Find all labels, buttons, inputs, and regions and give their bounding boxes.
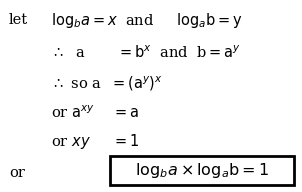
Text: $\therefore$  a       $= \mathrm{b}^{x}$  and  b$=\mathrm{a}^{y}$: $\therefore$ a $= \mathrm{b}^{x}$ and b$… bbox=[51, 45, 242, 61]
FancyBboxPatch shape bbox=[110, 156, 294, 185]
Text: $\therefore$ so a  $= (\mathrm{a}^{y})^{x}$: $\therefore$ so a $= (\mathrm{a}^{y})^{x… bbox=[51, 74, 163, 93]
Text: $\log_{b}\!a = x$  and     $\log_{a}\!\mathrm{b} = \mathrm{y}$: $\log_{b}\!a = x$ and $\log_{a}\!\mathrm… bbox=[51, 11, 243, 30]
Text: let: let bbox=[9, 13, 28, 27]
Text: or $\mathrm{a}^{xy}$    $= \mathrm{a}$: or $\mathrm{a}^{xy}$ $= \mathrm{a}$ bbox=[51, 104, 140, 121]
Text: $\log_{b}\!a \times \log_{a}\!\mathrm{b} = 1$: $\log_{b}\!a \times \log_{a}\!\mathrm{b}… bbox=[135, 161, 269, 180]
Text: or: or bbox=[9, 166, 25, 180]
Text: or $xy$     $= 1$: or $xy$ $= 1$ bbox=[51, 132, 140, 151]
